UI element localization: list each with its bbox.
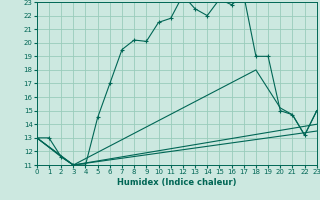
X-axis label: Humidex (Indice chaleur): Humidex (Indice chaleur) xyxy=(117,178,236,187)
